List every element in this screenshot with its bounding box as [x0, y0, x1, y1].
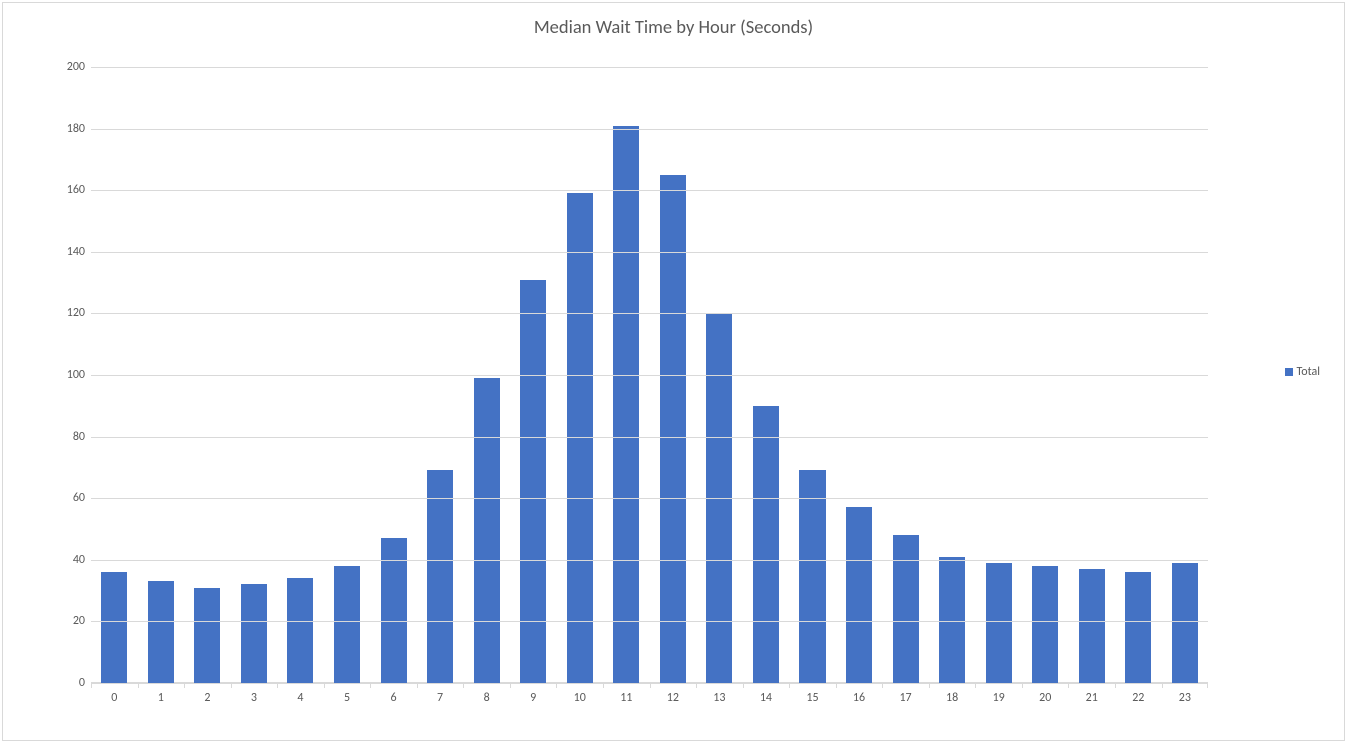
y-axis-label: 20	[55, 614, 85, 628]
plot-wrapper: 01234567891011121314151617181920212223 0…	[63, 53, 1208, 713]
x-axis-label: 16	[853, 691, 865, 705]
x-axis-label: 9	[530, 691, 536, 705]
bar	[613, 126, 639, 683]
y-axis-label: 180	[55, 122, 85, 136]
gridline	[91, 437, 1208, 438]
bar	[799, 470, 825, 683]
bar	[893, 535, 919, 683]
x-axis-label: 15	[806, 691, 818, 705]
bar	[427, 470, 453, 683]
bar	[846, 507, 872, 683]
bar	[287, 578, 313, 683]
bar	[567, 193, 593, 683]
gridline	[91, 129, 1208, 130]
bar	[241, 584, 267, 683]
x-axis-label: 6	[391, 691, 397, 705]
y-axis-label: 100	[55, 368, 85, 382]
x-axis-label: 8	[484, 691, 490, 705]
bar	[1125, 572, 1151, 683]
y-axis-label: 120	[55, 306, 85, 320]
x-axis-label: 11	[620, 691, 632, 705]
x-axis-label: 14	[760, 691, 772, 705]
bar	[101, 572, 127, 683]
gridline	[91, 375, 1208, 376]
gridline	[91, 313, 1208, 314]
x-axis-label: 3	[251, 691, 257, 705]
y-axis-label: 60	[55, 491, 85, 505]
bar	[194, 588, 220, 683]
legend-label: Total	[1297, 365, 1320, 379]
x-axis-label: 12	[667, 691, 679, 705]
bar	[986, 563, 1012, 683]
legend-swatch	[1285, 368, 1293, 376]
gridline	[91, 560, 1208, 561]
y-axis-label: 160	[55, 183, 85, 197]
plot-area: 01234567891011121314151617181920212223 0…	[91, 67, 1208, 683]
x-axis-label: 17	[899, 691, 911, 705]
x-axis-label: 13	[713, 691, 725, 705]
gridline	[91, 252, 1208, 253]
bar	[334, 566, 360, 683]
x-axis-label: 7	[437, 691, 443, 705]
y-axis-label: 80	[55, 430, 85, 444]
x-axis-label: 4	[297, 691, 303, 705]
y-axis-label: 40	[55, 553, 85, 567]
x-axis-label: 19	[993, 691, 1005, 705]
x-axis-label: 23	[1179, 691, 1191, 705]
bar	[1032, 566, 1058, 683]
y-axis-label: 140	[55, 245, 85, 259]
x-axis-label: 10	[574, 691, 586, 705]
gridline	[91, 683, 1208, 684]
x-axis-label: 20	[1039, 691, 1051, 705]
gridline	[91, 621, 1208, 622]
y-axis-label: 0	[55, 676, 85, 690]
gridline	[91, 190, 1208, 191]
bar	[148, 581, 174, 683]
x-axis-label: 18	[946, 691, 958, 705]
bar	[753, 406, 779, 683]
bar	[939, 557, 965, 683]
y-axis-label: 200	[55, 60, 85, 74]
x-axis-label: 0	[111, 691, 117, 705]
x-axis-label: 2	[204, 691, 210, 705]
x-axis-label: 1	[158, 691, 164, 705]
gridline	[91, 498, 1208, 499]
gridline	[91, 67, 1208, 68]
chart-title: Median Wait Time by Hour (Seconds)	[3, 3, 1344, 38]
x-axis-label: 22	[1132, 691, 1144, 705]
legend: Total	[1285, 365, 1320, 379]
x-axis-label: 21	[1086, 691, 1098, 705]
bar	[1172, 563, 1198, 683]
bar	[1079, 569, 1105, 683]
x-axis-label: 5	[344, 691, 350, 705]
bar	[520, 280, 546, 683]
chart-container: Median Wait Time by Hour (Seconds) 01234…	[2, 2, 1345, 741]
bar	[474, 378, 500, 683]
